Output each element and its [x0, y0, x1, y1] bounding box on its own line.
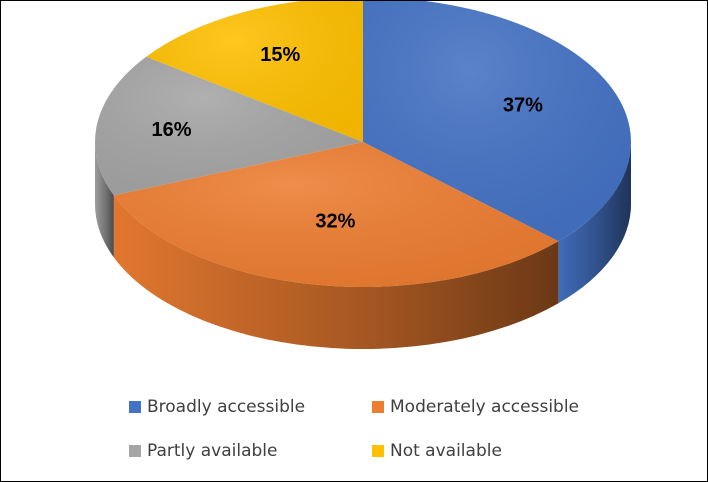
pie-top: [94, 1, 631, 287]
pie-slice-moderately-accessible-shine: [113, 142, 559, 287]
pie-side-broadly-accessible-shade: [558, 142, 631, 304]
pie-slice-not-available-shine: [146, 1, 363, 142]
pie-label-broadly-accessible: 37%: [503, 95, 543, 117]
pie-label-not-available: 15%: [260, 44, 300, 66]
pie-side-partly-available-shade: [95, 142, 114, 258]
pie-slice-partly-available-shine: [94, 56, 363, 196]
pie-labels: 37% 32% 16% 15%: [152, 44, 544, 232]
pie-slice-broadly-accessible-shine: [363, 1, 631, 242]
pie-label-moderately-accessible: 32%: [315, 210, 355, 232]
pie-sides: [95, 142, 631, 349]
pie-side-moderately-accessible-shade: [113, 195, 559, 349]
pie-label-partly-available: 16%: [152, 119, 192, 141]
